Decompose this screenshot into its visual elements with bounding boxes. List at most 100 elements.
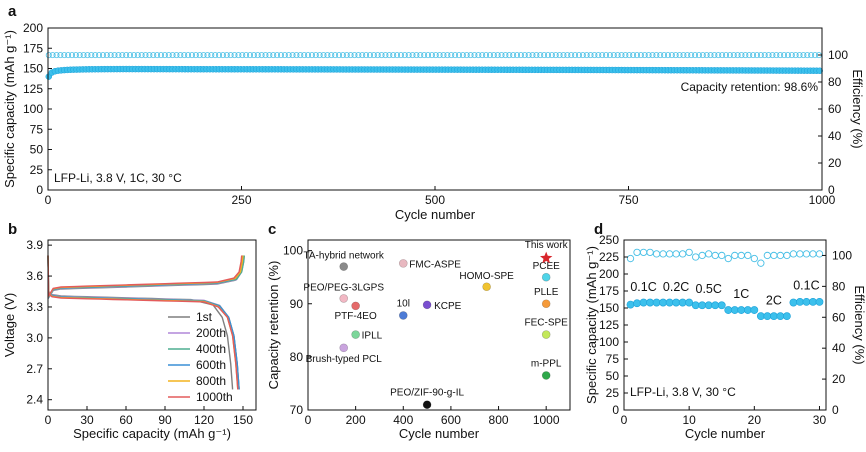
panel-d-capacity-point	[672, 298, 681, 307]
panel-a-efficiency-point	[359, 52, 366, 59]
panel-a-efficiency-point	[370, 52, 377, 59]
panel-a-efficiency-point	[378, 52, 385, 59]
panel-a-efficiency-point	[533, 52, 540, 59]
panel-a-efficiency-point	[99, 52, 106, 59]
panel-a-efficiency-point	[784, 52, 791, 59]
panel-a-efficiency-point	[223, 52, 230, 59]
panel-a-efficiency-point	[610, 52, 617, 59]
panel-a-efficiency-point	[475, 52, 482, 59]
panel-a-efficiency-point	[390, 52, 397, 59]
panel-a-y2tick-label: 60	[828, 102, 842, 116]
panel-a-efficiency-point	[57, 52, 64, 59]
panel-d-efficiency-point	[672, 250, 680, 258]
panel-a-efficiency-point	[541, 52, 548, 59]
panel-d-efficiency-point	[665, 250, 674, 258]
panel-a-efficiency-point	[726, 52, 733, 59]
panel-a-efficiency-point	[521, 52, 528, 59]
panel-a-efficiency-point	[425, 52, 432, 59]
panel-d-capacity-point	[796, 297, 804, 306]
panel-a-efficiency-point	[556, 52, 563, 59]
panel-a-efficiency-point	[417, 52, 424, 59]
panel-a-efficiency-point	[715, 52, 722, 59]
panel-d-capacity-point	[678, 298, 687, 307]
panel-c-point	[422, 300, 432, 310]
panel-b-xtick-label: 0	[45, 413, 52, 427]
panel-b-xtick-label: 90	[158, 413, 172, 427]
panel-d-efficiency-point	[659, 250, 667, 258]
panel-a-efficiency-point	[119, 52, 126, 59]
panel-c-xlabel: Cycle number	[399, 426, 480, 441]
panel-a-efficiency-point	[603, 52, 610, 59]
panel-d-y2tick-label: 20	[832, 372, 846, 386]
panel-a-efficiency-point	[289, 52, 296, 59]
panel-c-point-label: Brush-typed PCL	[306, 354, 383, 365]
panel-a-efficiency-point	[188, 52, 195, 59]
panel-a-efficiency-point	[664, 52, 671, 59]
panel-a-efficiency-point	[130, 52, 137, 59]
panel-c-xtick-label: 200	[346, 413, 366, 427]
panel-a-efficiency-point	[243, 52, 250, 59]
panel-a-efficiency-point	[630, 52, 637, 59]
panel-a-efficiency-point	[363, 52, 370, 59]
panel-a-ytick-label: 125	[23, 82, 43, 96]
panel-c-ytick-label: 100	[283, 244, 303, 258]
panel-a-efficiency-point	[769, 52, 776, 59]
panel-d-capacity-point	[789, 298, 798, 307]
panel-a-efficiency-point	[486, 52, 493, 59]
panel-a-efficiency-point	[707, 52, 714, 59]
panel-b-curve-charge	[47, 255, 243, 298]
panel-d-efficiency-point	[678, 250, 687, 258]
panel-d-y2tick-label: 0	[832, 403, 839, 417]
panel-d-efficiency-point	[692, 253, 700, 261]
panel-a-efficiency-point	[239, 52, 246, 59]
panel-d-efficiency-point	[685, 248, 693, 257]
panel-a-efficiency-point	[626, 52, 633, 59]
panel-d-ytick-label: 100	[599, 335, 619, 349]
panel-a-efficiency-point	[645, 52, 652, 59]
panel-a-efficiency-point	[719, 52, 726, 59]
panel-d-capacity-point	[802, 297, 811, 306]
panel-d-ytick-label: 225	[599, 250, 619, 264]
panel-a-efficiency-point	[394, 52, 401, 59]
panel-a-efficiency-point	[761, 52, 768, 59]
panel-b-xlabel: Specific capacity (mAh g⁻¹)	[73, 426, 231, 441]
panel-c-xtick-label: 800	[489, 413, 509, 427]
panel-a-efficiency-point	[672, 52, 679, 59]
panel-b-ytick-label: 3.0	[26, 331, 43, 345]
panel-a-ytick-label: 25	[30, 163, 44, 177]
panel-a-efficiency-point	[711, 52, 718, 59]
panel-b-axes	[47, 239, 257, 411]
panel-a-ytick-label: 100	[23, 102, 43, 116]
panel-b-curve-charge	[47, 255, 245, 299]
panel-a-efficiency-point	[154, 52, 161, 59]
panel-d-ytick-label: 25	[606, 386, 620, 400]
panel-c-point-label: IPLL	[362, 331, 383, 342]
panel-a-efficiency-point	[405, 52, 412, 59]
panel-a-xtick-label: 500	[425, 193, 445, 207]
panel-a-efficiency-point	[219, 52, 226, 59]
panel-d-ylabel: Specific capacity (mAh g⁻¹)	[584, 246, 599, 404]
panel-a-efficiency-point	[397, 52, 404, 59]
panel-a-efficiency-point	[169, 52, 176, 59]
panel-a-efficiency-point	[158, 52, 165, 59]
panel-c-ytick-label: 80	[290, 350, 304, 364]
panel-c-point	[339, 343, 349, 353]
panel-a-efficiency-point	[208, 52, 215, 59]
panel-d-efficiency-point	[698, 251, 706, 260]
panel-d-y2tick-label: 40	[832, 341, 846, 355]
panel-a-efficiency-point	[343, 52, 350, 59]
panel-a-efficiency-point	[773, 52, 780, 59]
panel-a-efficiency-point	[637, 52, 644, 59]
panel-c-point	[398, 311, 408, 320]
panel-a-efficiency-point	[92, 52, 99, 59]
panel-d-capacity-point	[685, 298, 694, 307]
panel-a-xlabel: Cycle number	[395, 207, 476, 222]
panel-a-efficiency-point	[750, 52, 757, 59]
panel-a-efficiency-point	[796, 52, 803, 59]
panel-a-efficiency-point	[216, 52, 223, 59]
panel-a-efficiency-point	[510, 52, 517, 59]
panel-a-annotation: LFP-Li, 3.8 V, 1C, 30 °C	[54, 171, 182, 185]
panel-a-efficiency-point	[409, 52, 416, 59]
panel-a-efficiency-point	[270, 52, 277, 59]
panel-c-point	[482, 282, 491, 292]
